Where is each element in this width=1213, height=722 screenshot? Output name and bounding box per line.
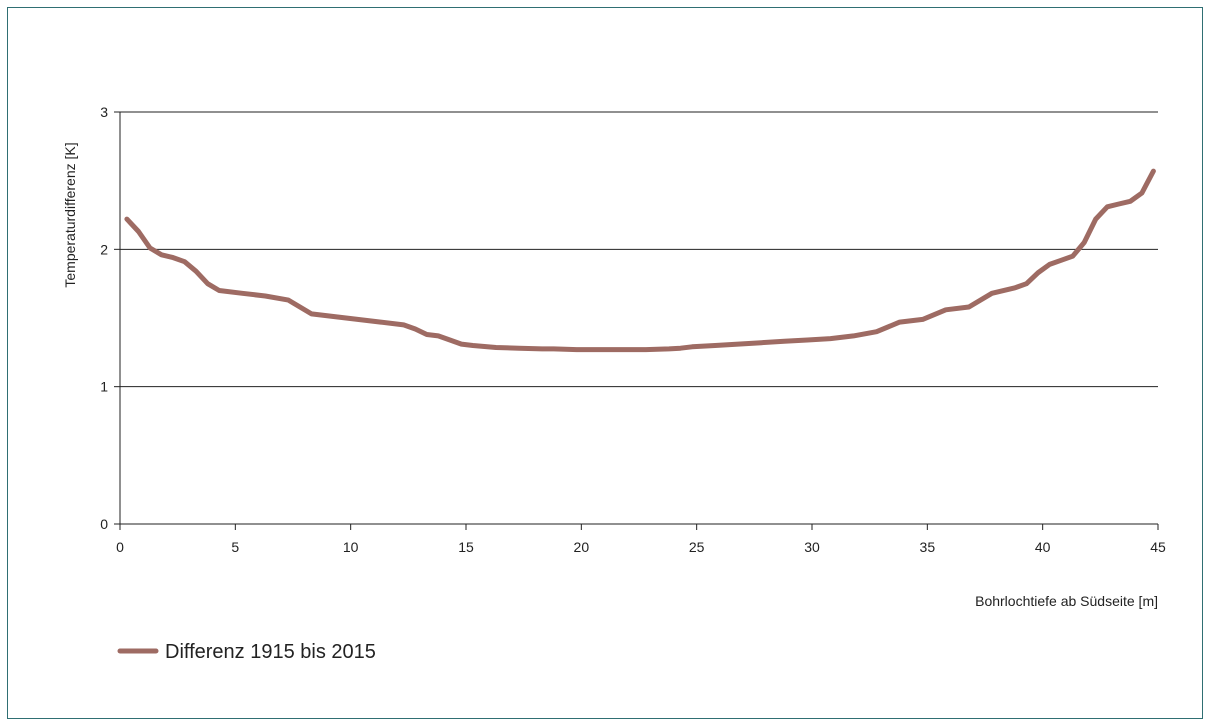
x-tick-label: 20 [574,539,590,555]
x-axis-title: Bohrlochtiefe ab Südseite [m] [975,593,1158,609]
grid-lines [120,111,1158,388]
series-lines [124,168,1156,353]
y-tick-label: 2 [100,241,108,257]
y-tick-label: 0 [100,516,108,532]
x-tick-label: 0 [116,539,124,555]
chart-frame: 0 1 2 3 0 5 10 15 20 25 30 35 40 45 Temperaturdiffere… [7,7,1203,719]
y-axis-title: Temperaturdifferenz [K] [62,142,78,287]
legend-label: Differenz 1915 bis 2015 [165,641,376,663]
x-tick-label: 5 [231,539,239,555]
x-tick-label: 15 [458,539,474,555]
series-line-0 [124,168,1156,353]
legend: Differenz 1915 bis 2015 [117,641,376,663]
x-tick-label: 10 [343,539,359,555]
y-tick-label: 3 [100,104,108,120]
x-tick-label: 30 [804,539,820,555]
x-tick-label: 35 [920,539,936,555]
x-tick-label: 25 [689,539,705,555]
axes [114,111,1159,530]
x-tick-label: 45 [1150,539,1166,555]
x-tick-label: 40 [1035,539,1051,555]
y-tick-label: 1 [100,379,108,395]
